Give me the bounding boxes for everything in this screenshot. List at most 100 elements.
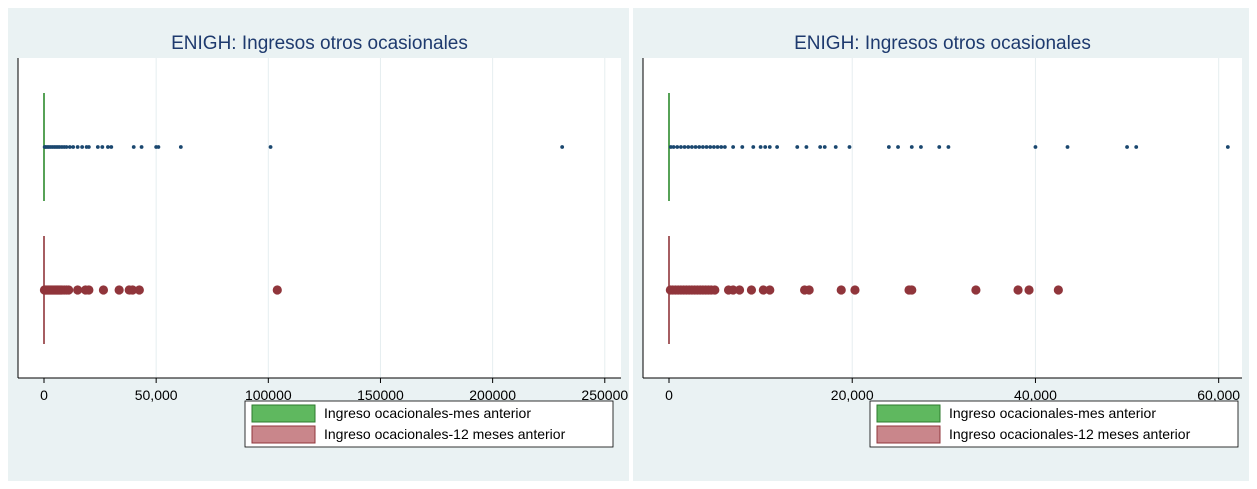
- chart-title: ENIGH: Ingresos otros ocasionales: [171, 33, 468, 54]
- outlier-point: [86, 145, 91, 149]
- outlier-point: [886, 145, 891, 149]
- x-tick-label: 100000: [245, 387, 292, 403]
- outlier-point: [272, 285, 282, 295]
- outlier-point: [67, 145, 72, 149]
- outlier-point: [71, 145, 76, 149]
- outlier-point: [937, 145, 942, 149]
- outlier-point: [679, 145, 683, 149]
- outlier-point: [765, 285, 775, 295]
- outlier-point: [719, 145, 724, 149]
- legend-label: Ingreso ocacionales-12 meses anterior: [324, 426, 566, 442]
- outlier-point: [715, 145, 720, 149]
- outlier-point: [804, 145, 809, 149]
- outlier-point: [804, 285, 814, 295]
- chart-left: ENIGH: Ingresos otros ocasionales 0 50,000…: [17, 33, 628, 448]
- outlier-point: [763, 145, 768, 149]
- outlier-point: [268, 145, 273, 149]
- outlier-point: [740, 145, 745, 149]
- outlier-point: [80, 145, 85, 149]
- outlier-point: [668, 145, 673, 149]
- outlier-point: [1033, 145, 1038, 149]
- outlier-point: [100, 145, 105, 149]
- outlier-point: [114, 285, 124, 295]
- outlier-point: [710, 285, 720, 295]
- outlier-point: [731, 145, 736, 149]
- outlier-point: [560, 145, 565, 149]
- outlier-point: [704, 145, 709, 149]
- outlier-point: [907, 285, 917, 295]
- outlier-point: [1053, 285, 1063, 295]
- legend-swatch: [251, 404, 316, 423]
- outlier-point: [850, 285, 860, 295]
- outlier-point: [106, 145, 110, 149]
- outlier-point: [1134, 145, 1139, 149]
- outlier-point: [671, 145, 676, 149]
- chart-panel-left: ENIGH: Ingresos otros ocasionales 0 50,000…: [8, 8, 629, 481]
- plot-area: [643, 58, 1242, 378]
- outlier-point: [919, 145, 923, 149]
- outlier-point: [64, 285, 74, 295]
- outlier-point: [178, 145, 183, 149]
- outlier-point: [708, 145, 713, 149]
- outlier-point: [139, 145, 144, 149]
- outlier-point: [728, 285, 738, 295]
- chart-title: ENIGH: Ingresos otros ocasionales: [794, 33, 1091, 54]
- outlier-point: [847, 145, 852, 149]
- outlier-point: [697, 145, 702, 149]
- outlier-point: [758, 145, 763, 149]
- outlier-point: [833, 145, 838, 149]
- outlier-point: [946, 145, 951, 149]
- outlier-point: [758, 285, 768, 295]
- outlier-point: [98, 285, 109, 295]
- outlier-point: [128, 285, 138, 295]
- outlier-point: [156, 145, 161, 149]
- legend-swatch: [251, 425, 316, 444]
- outlier-point: [700, 145, 705, 149]
- x-tick-label: 200000: [469, 387, 516, 403]
- outlier-point: [746, 285, 757, 295]
- legend-swatch: [876, 425, 941, 444]
- x-tick-label: 40,000: [1014, 387, 1057, 403]
- outlier-point: [767, 145, 772, 149]
- outlier-point: [1013, 285, 1023, 295]
- plot-area: [18, 58, 621, 378]
- outlier-point: [84, 285, 94, 295]
- outlier-point: [1024, 285, 1034, 295]
- outlier-point: [822, 145, 827, 149]
- outlier-point: [675, 145, 680, 149]
- chart-panel-right: ENIGH: Ingresos otros ocasionales 0 20,000…: [633, 8, 1249, 481]
- outlier-point: [1125, 145, 1129, 149]
- outlier-point: [690, 145, 694, 149]
- x-tick-label: 50,000: [135, 387, 178, 403]
- chart-right: ENIGH: Ingresos otros ocasionales 0 20,000…: [642, 33, 1242, 448]
- outlier-point: [775, 145, 780, 149]
- legend-label: Ingreso ocacionales-mes anterior: [949, 405, 1156, 421]
- outlier-point: [64, 145, 69, 149]
- outlier-point: [75, 145, 80, 149]
- outlier-point: [896, 145, 900, 149]
- outlier-point: [795, 145, 800, 149]
- outlier-point: [1225, 145, 1230, 149]
- outlier-point: [134, 285, 144, 295]
- outlier-point: [836, 285, 846, 295]
- outlier-point: [73, 285, 83, 295]
- x-tick-label: 0: [665, 387, 673, 403]
- x-tick-label: 20,000: [831, 387, 874, 403]
- outlier-point: [711, 145, 716, 149]
- outlier-point: [751, 145, 756, 149]
- legend-label: Ingreso ocacionales-mes anterior: [324, 405, 531, 421]
- outlier-point: [686, 145, 691, 149]
- outlier-point: [722, 145, 727, 149]
- outlier-point: [682, 145, 687, 149]
- legend-label: Ingreso ocacionales-12 meses anterior: [949, 426, 1191, 442]
- outlier-point: [95, 145, 100, 149]
- outlier-point: [818, 145, 823, 149]
- outlier-point: [734, 285, 745, 295]
- x-tick-label: 150000: [357, 387, 404, 403]
- x-tick-label: 250000: [581, 387, 628, 403]
- outlier-point: [131, 145, 136, 149]
- legend-swatch: [876, 404, 941, 423]
- x-tick-label: 0: [40, 387, 48, 403]
- outlier-point: [909, 145, 914, 149]
- outlier-point: [971, 285, 981, 295]
